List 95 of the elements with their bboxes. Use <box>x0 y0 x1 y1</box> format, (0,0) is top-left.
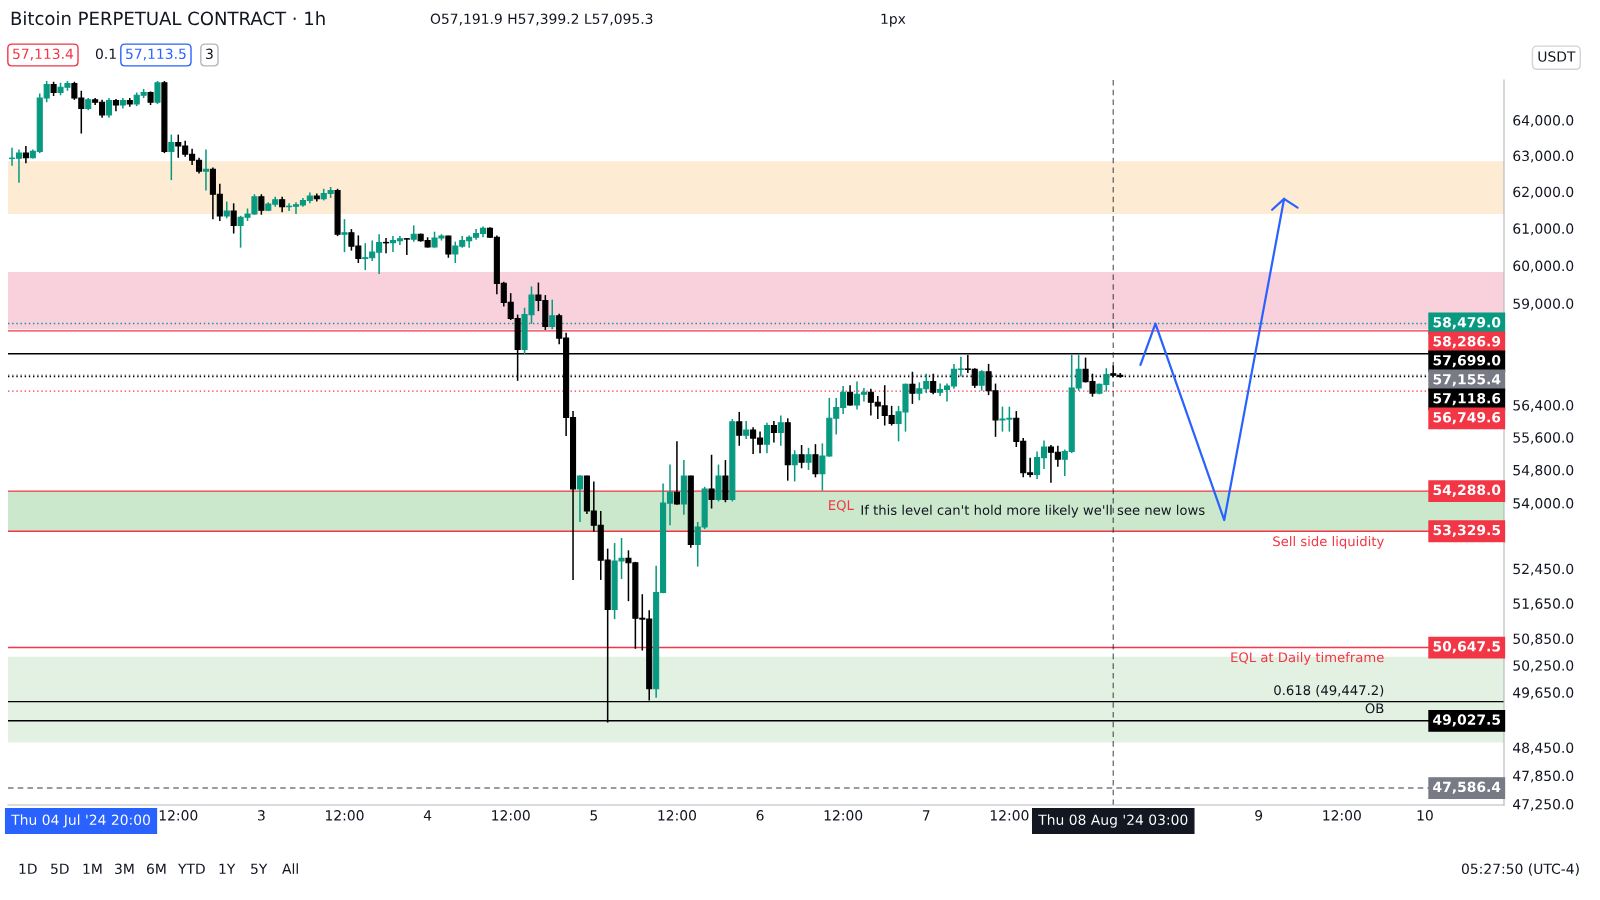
ref-line-label: 49,027.5 <box>1433 714 1501 727</box>
ref-line-label: 56,749.6 <box>1433 412 1501 425</box>
y-tick-label: 50,850.0 <box>1513 633 1574 646</box>
text: 05:27:50 (UTC-4) <box>1461 863 1579 876</box>
candlestick <box>445 234 452 259</box>
text: 1M <box>83 863 102 874</box>
y-tick-label: 59,000.0 <box>1513 298 1574 311</box>
annotation: 0.618 (49,447.2) <box>1274 684 1384 697</box>
text: 5Y <box>251 863 268 875</box>
annotation: Sell side liquidity <box>1273 536 1384 549</box>
text: YTD <box>177 863 205 874</box>
candlestick <box>722 459 729 504</box>
candlestick <box>258 193 265 216</box>
candlestick <box>576 474 584 523</box>
x-tick-label: 3 <box>258 810 265 821</box>
ref-line-label: 58,479.0 <box>1433 317 1501 330</box>
y-tick-label: 64,000.0 <box>1513 115 1574 128</box>
ref-line-label: 57,118.6 <box>1433 393 1501 406</box>
text: 0.1 <box>95 48 116 60</box>
y-tick-label: 62,000.0 <box>1513 186 1574 199</box>
candlestick <box>736 411 743 447</box>
text: 1px <box>881 13 906 27</box>
candlestick <box>770 420 777 444</box>
candlestick <box>154 80 161 105</box>
candlestick <box>930 372 937 396</box>
x-tick-label: 12:00 <box>824 810 863 821</box>
y-tick-label: 56,400.0 <box>1513 400 1574 412</box>
ref-line-label: 57,155.4 <box>1433 374 1501 387</box>
y-axis-title: USDT <box>1538 51 1576 62</box>
y-tick-label: 52,450.0 <box>1513 563 1574 576</box>
x-tick-label: 7 <box>922 810 930 821</box>
candlestick <box>798 444 805 470</box>
ref-line-label: Thu 08 Aug '24 03:00 <box>1038 814 1188 828</box>
candlestick <box>105 97 113 119</box>
text: All <box>282 863 298 874</box>
ref-line-label: 57,699.0 <box>1433 355 1501 368</box>
candlestick <box>708 453 715 510</box>
x-tick-label: 12:00 <box>658 810 697 821</box>
y-tick-label: 61,000.0 <box>1513 223 1574 236</box>
annotation: EQL <box>829 500 854 512</box>
text: 3M <box>115 863 134 875</box>
ref-line-label: 54,288.0 <box>1433 484 1501 497</box>
x-tick-label: 12:00 <box>1323 810 1361 821</box>
x-tick-label: 5 <box>590 810 598 821</box>
x-tick-label: 12:00 <box>326 810 364 821</box>
x-tick-label: 12:00 <box>492 810 530 821</box>
y-tick-label: 49,650.0 <box>1513 687 1574 700</box>
candlestick <box>230 202 237 235</box>
candlestick <box>812 443 819 479</box>
annotation: EQL at Daily timeframe <box>1231 652 1384 665</box>
candlestick <box>403 237 410 256</box>
y-tick-label: 54,800.0 <box>1513 464 1574 477</box>
ref-line-label: 50,647.5 <box>1433 641 1501 654</box>
x-tick-label: 12:00 <box>159 810 198 821</box>
candlestick <box>715 463 722 503</box>
y-tick-label: 50,250.0 <box>1513 660 1574 673</box>
candlestick <box>805 447 812 471</box>
ref-line-label: 53,329.5 <box>1433 524 1501 538</box>
x-tick-label: 10 <box>1417 810 1433 821</box>
text: 3 <box>206 48 213 60</box>
candlestick <box>763 421 771 454</box>
y-tick-label: 54,000.0 <box>1513 498 1574 510</box>
x-tick-label: 6 <box>756 810 764 821</box>
text: Thu 04 Jul '24 20:00 <box>11 814 150 828</box>
y-tick-label: 51,650.0 <box>1513 598 1574 611</box>
text: 1D <box>19 863 37 874</box>
candlestick <box>847 384 854 407</box>
chart-title: Bitcoin PERPETUAL CONTRACT · 1h <box>11 11 325 26</box>
y-tick-label: 55,600.0 <box>1513 432 1574 445</box>
candlestick <box>202 148 210 192</box>
text: 5D <box>51 863 69 875</box>
y-tick-label: 63,000.0 <box>1513 150 1574 163</box>
text: 1Y <box>219 863 236 874</box>
candlestick <box>341 218 348 253</box>
y-tick-label: 48,450.0 <box>1513 742 1574 755</box>
y-tick-label: 47,850.0 <box>1513 770 1574 783</box>
annotation: OB <box>1365 703 1384 714</box>
text: 57,113.4 <box>13 48 74 61</box>
text: 57,113.5 <box>126 48 186 61</box>
y-tick-label: 47,250.0 <box>1513 799 1574 811</box>
candlestick <box>549 298 556 330</box>
candlestick <box>791 449 798 483</box>
x-tick-label: 12:00 <box>990 810 1029 821</box>
candlestick <box>168 133 175 181</box>
x-tick-label: 9 <box>1255 810 1263 821</box>
band-label: If this level can't hold more likely we'll see new lows <box>861 504 1205 518</box>
text: O57,191.9 H57,399.2 L57,095.3 <box>430 13 653 26</box>
ref-line-label: 47,586.4 <box>1433 781 1501 794</box>
ref-line-label: 58,286.9 <box>1433 336 1501 349</box>
candlestick <box>673 440 680 506</box>
candlestick <box>777 414 784 447</box>
x-tick-label: 4 <box>423 810 432 821</box>
y-tick-label: 60,000.0 <box>1513 260 1574 273</box>
candlestick <box>978 369 985 392</box>
text: 6M <box>146 863 166 875</box>
